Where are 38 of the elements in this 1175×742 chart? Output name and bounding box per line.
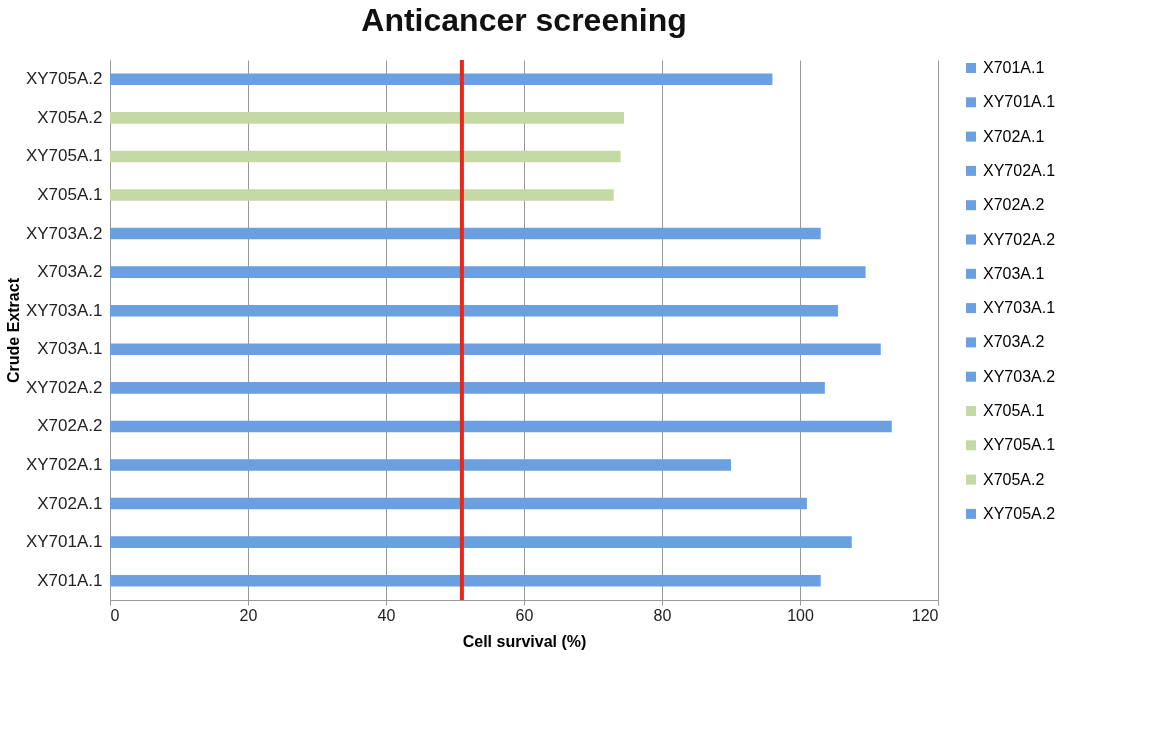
chart-title: Anticancer screening <box>361 2 687 38</box>
legend-label: XY702A.2 <box>983 230 1056 248</box>
y-tick-label: X705A.2 <box>37 107 103 127</box>
legend-label: X702A.2 <box>983 196 1045 214</box>
x-tick-label: 40 <box>377 606 396 624</box>
x-tick-label: 100 <box>787 606 814 624</box>
legend-label: X701A.1 <box>983 59 1045 76</box>
y-tick-label: XY702A.1 <box>25 455 103 474</box>
y-tick-label: XY701A.1 <box>25 532 103 552</box>
legend-label: X703A.1 <box>983 264 1045 282</box>
legend-label: XY705A.1 <box>983 436 1056 454</box>
legend-label: XY703A.1 <box>983 299 1056 317</box>
x-tick-label: 80 <box>653 606 672 624</box>
y-tick-label: X702A.2 <box>37 416 103 436</box>
y-tick-label: X703A.2 <box>37 262 103 282</box>
x-tick-label: 120 <box>911 606 939 624</box>
x-tick-label: 0 <box>110 606 120 624</box>
x-tick-label: 60 <box>515 606 534 624</box>
y-axis-title: Crude Extract <box>4 277 22 383</box>
legend-label: XY705A.2 <box>983 504 1056 522</box>
y-tick-label: XY703A.1 <box>25 300 103 320</box>
x-axis-title: Cell survival (%) <box>462 632 587 650</box>
y-tick-label: XY705A.2 <box>25 69 103 89</box>
y-tick-label: X703A.1 <box>37 339 103 359</box>
legend-label: XY703A.2 <box>983 367 1056 385</box>
y-tick-label: XY702A.2 <box>25 377 103 397</box>
legend-label: X703A.2 <box>983 333 1045 351</box>
y-tick-label: XY705A.1 <box>25 146 103 166</box>
legend-label: X705A.2 <box>983 470 1045 488</box>
y-tick-label: X705A.1 <box>37 185 103 204</box>
legend-label: XY701A.1 <box>983 93 1056 111</box>
x-tick-label: 20 <box>239 606 258 624</box>
y-tick-label: X701A.1 <box>37 570 103 590</box>
legend-label: X705A.1 <box>983 402 1045 419</box>
legend-label: XY702A.1 <box>983 161 1056 179</box>
legend-label: X702A.1 <box>983 127 1045 145</box>
y-tick-label: X702A.1 <box>37 493 103 513</box>
y-tick-label: XY703A.2 <box>25 223 103 243</box>
